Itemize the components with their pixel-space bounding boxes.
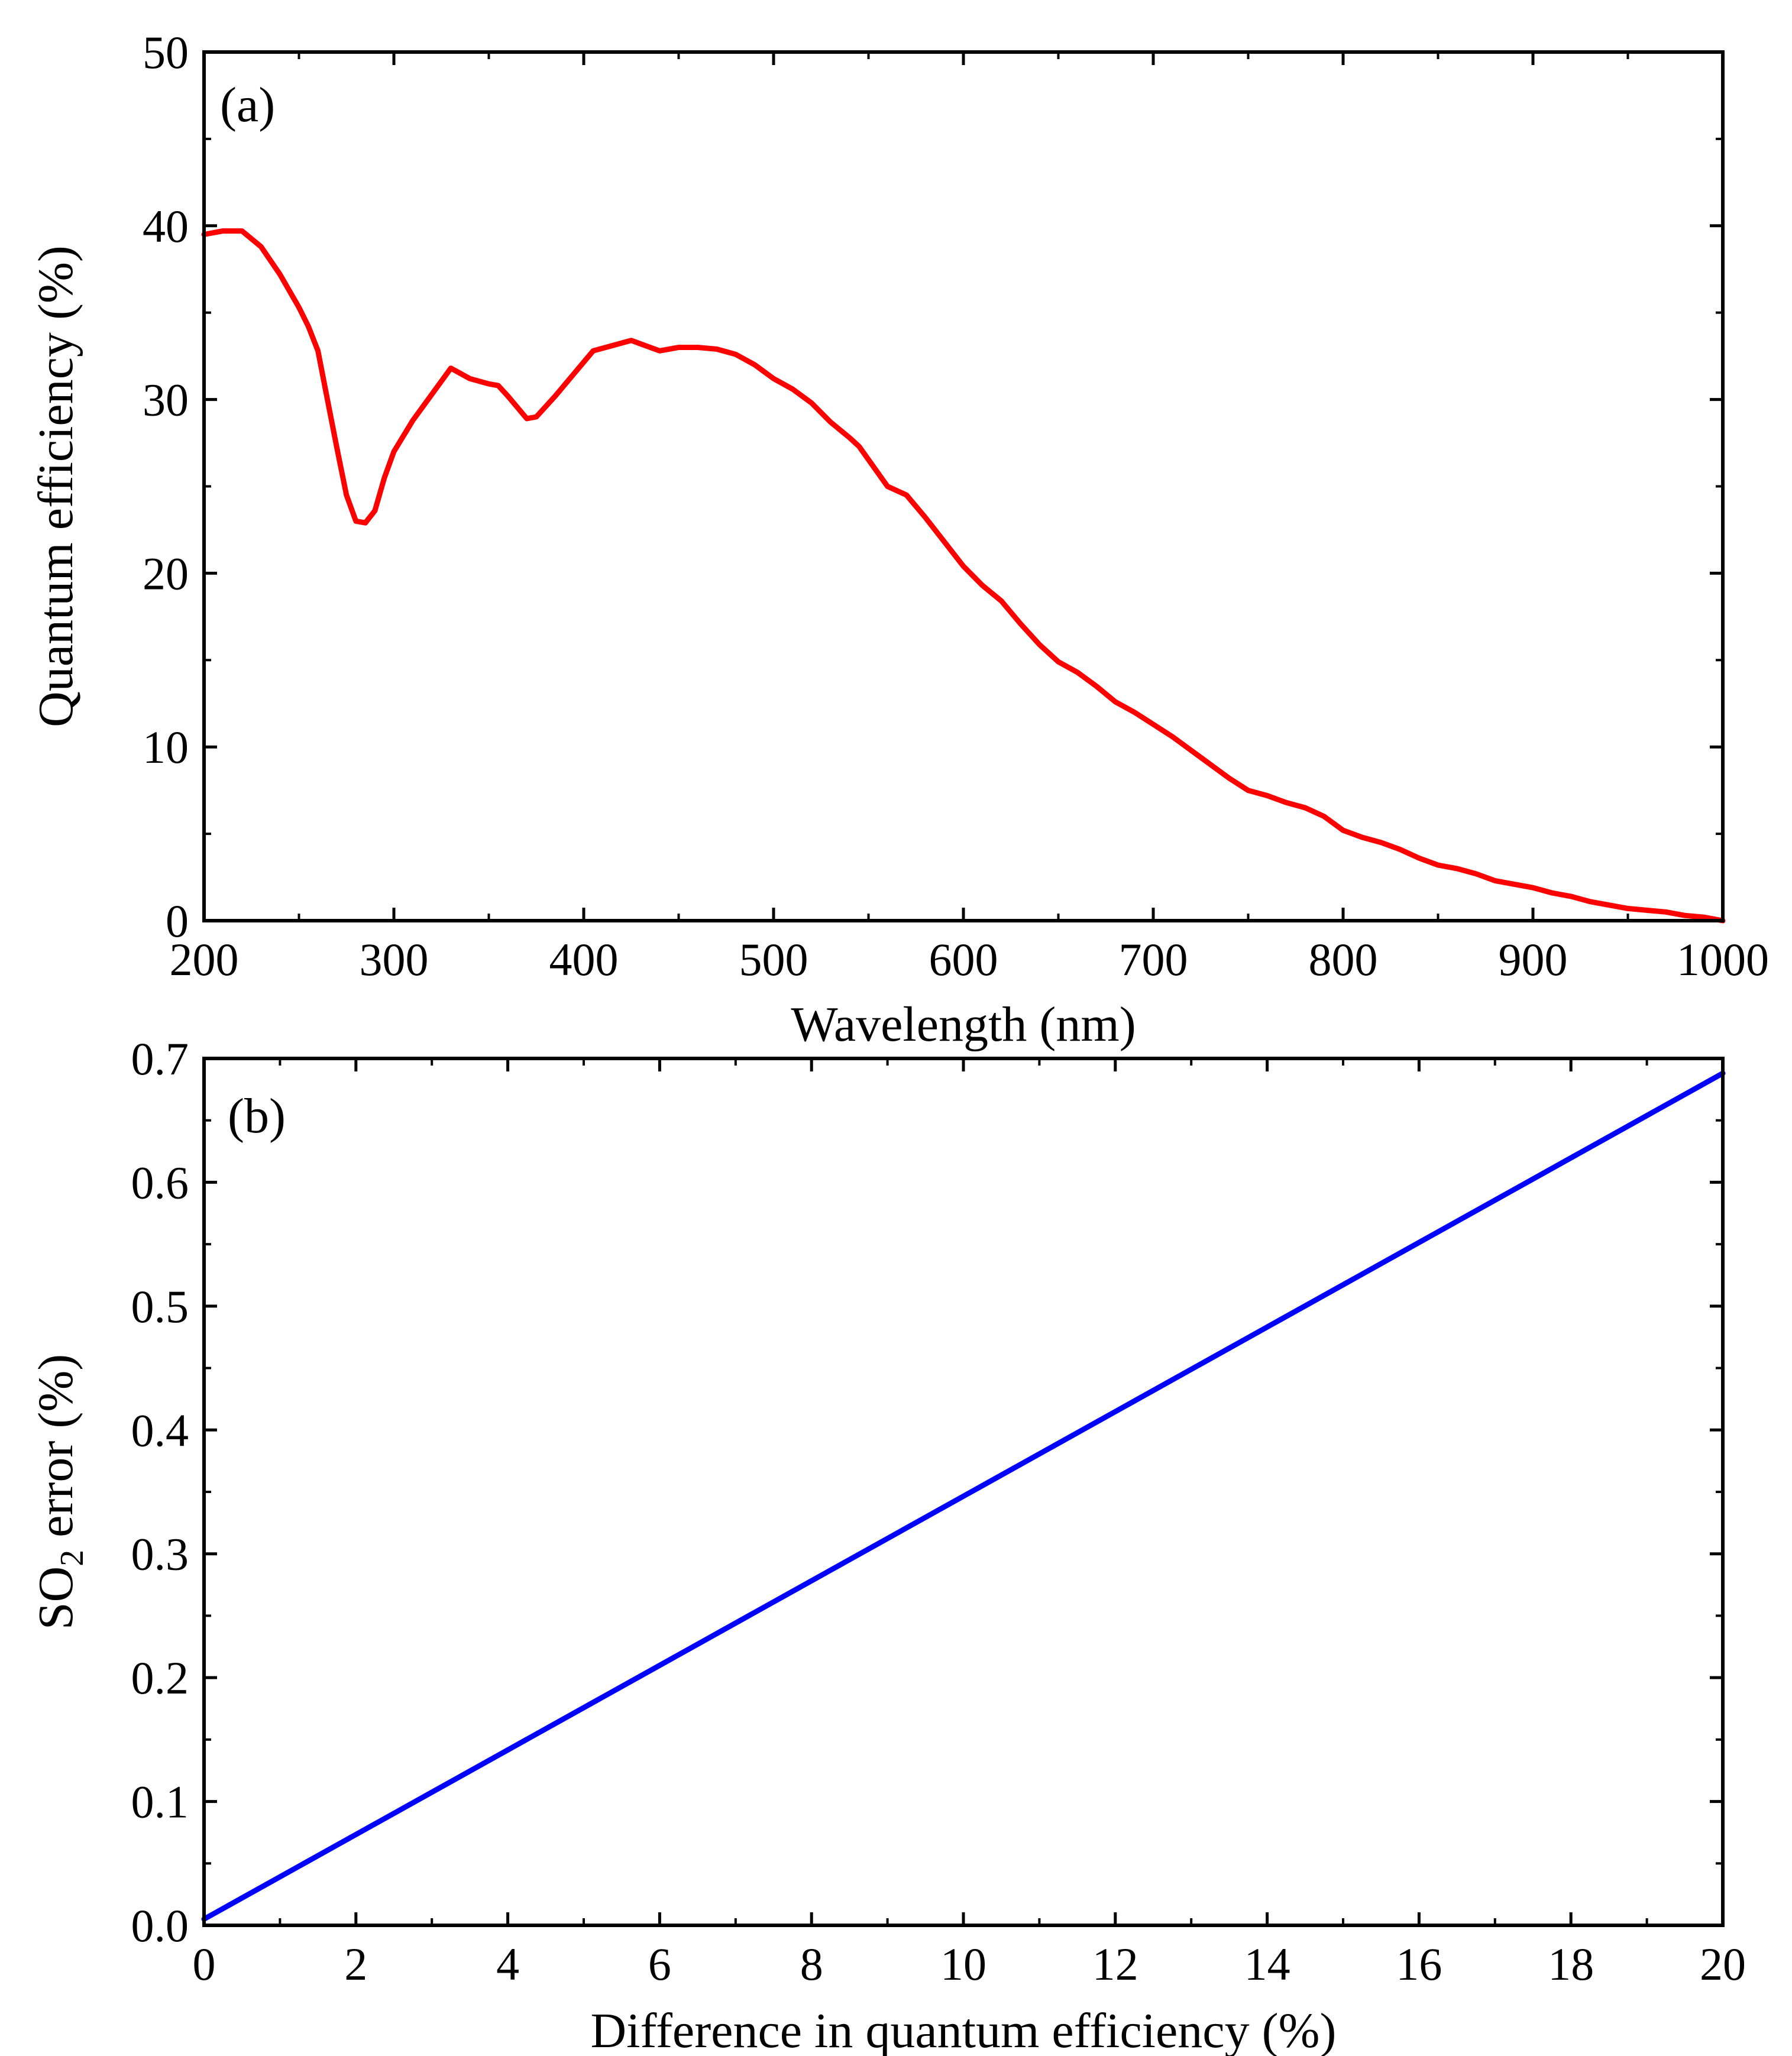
x-tick-label: 300 — [360, 934, 429, 985]
panel-b-x-axis-title: Difference in quantum efficiency (%) — [591, 2003, 1337, 2056]
x-tick-label: 8 — [800, 1938, 823, 1990]
y-tick-label: 30 — [143, 374, 189, 426]
y-tick-label: 20 — [143, 548, 189, 599]
x-tick-label: 0 — [193, 1938, 216, 1990]
x-tick-label: 600 — [929, 934, 998, 985]
panel-b-label: (b) — [228, 1089, 286, 1144]
panel-a-frame — [202, 50, 1725, 922]
panel-b-y-title-main: SO — [28, 1566, 83, 1630]
y-tick-label: 0.0 — [131, 1900, 189, 1951]
x-tick-label: 200 — [170, 934, 239, 985]
y-tick-label: 0 — [166, 895, 189, 947]
panel-b: 0 2 4 6 8 10 12 14 16 18 20 0.0 0.1 0.2 0.3 0.4 0.5 0.6 0.… — [28, 1033, 1746, 2056]
y-tick-label: 10 — [143, 721, 189, 773]
panel-b-y-title-rest: error (%) — [28, 1354, 83, 1550]
x-tick-label: 900 — [1499, 934, 1568, 985]
panel-b-y-title-sub: 2 — [54, 1550, 90, 1566]
x-tick-label: 18 — [1548, 1938, 1594, 1990]
x-tick-label: 12 — [1092, 1938, 1138, 1990]
x-tick-label: 16 — [1396, 1938, 1442, 1990]
panel-a-series-quantum-efficiency — [201, 228, 1726, 924]
panel-a-x-axis-title: Wavelength (nm) — [791, 997, 1136, 1052]
y-tick-label: 0.5 — [131, 1281, 189, 1332]
x-tick-label: 10 — [940, 1938, 986, 1990]
y-tick-label: 0.7 — [131, 1033, 189, 1084]
x-tick-label: 14 — [1244, 1938, 1290, 1990]
x-tick-label: 20 — [1700, 1938, 1746, 1990]
panel-a-tick-labels: 200 300 400 500 600 700 800 900 1000 0 10 20 30 40 50 — [143, 27, 1769, 985]
panel-a-y-axis-title: Quantum efficiency (%) — [28, 245, 83, 727]
x-tick-label: 400 — [549, 934, 619, 985]
y-tick-label: 0.6 — [131, 1157, 189, 1208]
y-tick-label: 0.2 — [131, 1652, 189, 1704]
x-tick-label: 6 — [648, 1938, 671, 1990]
panel-a: 200 300 400 500 600 700 800 900 100001020304050 … — [28, 27, 1769, 1052]
panel-b-series-so2-error — [201, 1070, 1726, 1922]
y-tick-label: 40 — [143, 200, 189, 252]
panel-b-frame — [202, 1057, 1725, 1927]
x-tick-label: 700 — [1119, 934, 1188, 985]
y-tick-label: 50 — [143, 27, 189, 78]
x-tick-label: 1000 — [1677, 934, 1769, 985]
y-tick-label: 0.3 — [131, 1529, 189, 1580]
panel-b-y-axis-title: SO2 error (%) — [28, 1354, 90, 1630]
y-tick-label: 0.4 — [131, 1404, 189, 1456]
panel-b-ticks — [202, 1057, 1725, 1927]
x-tick-label: 500 — [739, 934, 808, 985]
panel-b-tick-labels: 0 2 4 6 8 10 12 14 16 18 20 0.0 0.1 0.2 0.3 0.4 0.5 0.6 0.… — [131, 1033, 1746, 1990]
x-tick-label: 4 — [496, 1938, 519, 1990]
panel-a-label: (a) — [220, 77, 275, 132]
y-tick-label: 0.1 — [131, 1776, 189, 1828]
x-tick-label: 2 — [344, 1938, 367, 1990]
x-tick-label: 800 — [1309, 934, 1378, 985]
